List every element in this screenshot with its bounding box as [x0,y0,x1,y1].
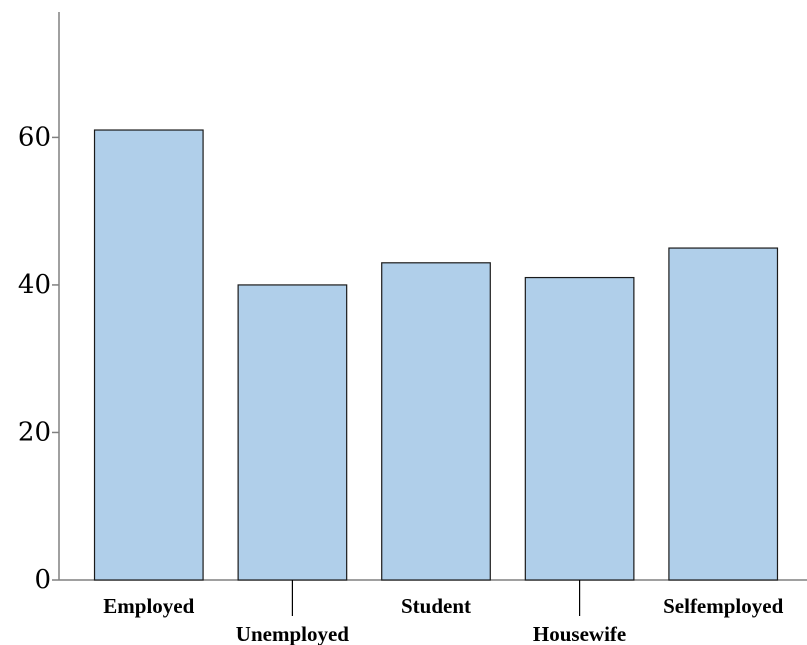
bar-housewife [524,276,635,581]
x-tick-label: Student [401,594,471,618]
bar-unemployed [237,284,348,581]
y-tick-label: 0 [34,565,51,595]
x-tick-label: Employed [103,594,194,618]
y-tick-label: 40 [18,270,51,300]
bar-student [381,262,491,581]
y-tick-label: 20 [18,417,51,447]
x-tick-label: Unemployed [236,622,349,645]
x-tick-label: Selfemployed [663,594,783,618]
x-axis-labels: Employed Unemployed Student Housewife Selfem… [103,580,784,645]
bars [93,129,779,581]
y-axis-ticks: 0 20 40 60 [18,122,59,595]
bar-selfemployed [668,247,779,581]
x-tick-label: Housewife [533,622,626,645]
y-tick-label: 60 [18,122,51,152]
bar-employed [93,129,204,581]
